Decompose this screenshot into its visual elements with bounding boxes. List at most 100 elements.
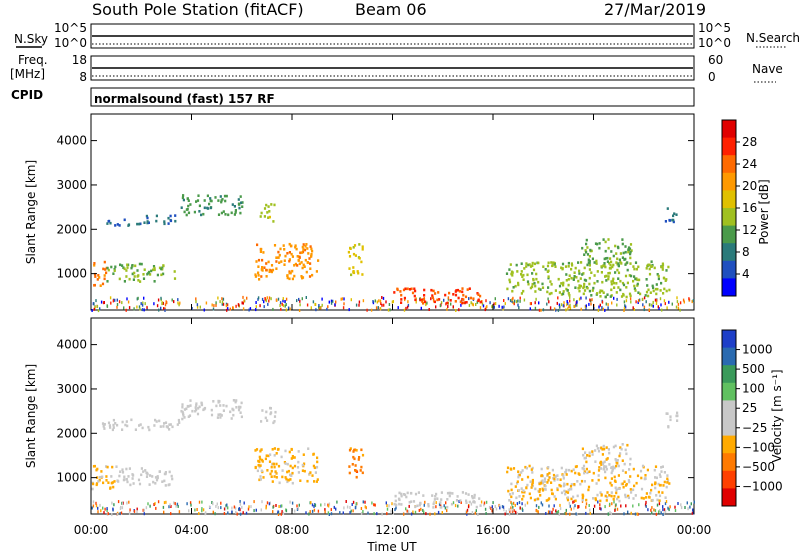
data-cell xyxy=(362,299,365,303)
data-cell xyxy=(526,483,529,487)
data-cell xyxy=(569,306,572,310)
data-cell xyxy=(290,244,293,248)
data-cell xyxy=(426,301,428,305)
data-cell xyxy=(257,464,260,467)
data-cell xyxy=(567,265,570,268)
data-cell xyxy=(106,222,109,225)
data-cell xyxy=(610,471,613,475)
data-cell xyxy=(169,219,173,223)
data-cell xyxy=(582,464,586,468)
data-cell xyxy=(665,269,668,272)
data-cell xyxy=(255,308,257,312)
data-cell xyxy=(690,502,692,506)
data-cell xyxy=(320,503,322,507)
data-cell xyxy=(523,490,526,494)
data-cell xyxy=(164,421,168,424)
data-cell xyxy=(145,506,148,510)
data-cell xyxy=(601,453,604,456)
data-cell xyxy=(220,501,222,505)
data-cell xyxy=(435,305,437,309)
data-cell xyxy=(138,222,141,226)
data-cell xyxy=(315,270,318,273)
data-cell xyxy=(111,481,114,484)
data-cell xyxy=(566,303,568,307)
data-cell xyxy=(310,306,312,310)
data-cell xyxy=(557,277,560,281)
data-cell xyxy=(105,475,108,478)
data-cell xyxy=(169,423,172,426)
data-cell xyxy=(138,305,141,309)
data-cell xyxy=(657,482,660,486)
data-cell xyxy=(446,505,449,509)
data-cell xyxy=(280,504,282,508)
data-cell xyxy=(200,213,203,217)
data-cell xyxy=(480,300,483,304)
data-cell xyxy=(256,469,259,473)
data-cell xyxy=(92,504,95,508)
data-cell xyxy=(277,297,280,301)
data-cell xyxy=(177,298,179,302)
data-cell xyxy=(330,512,333,516)
data-cell xyxy=(320,306,322,310)
data-cell xyxy=(335,507,337,511)
data-cell xyxy=(575,512,577,516)
data-cell xyxy=(559,484,562,488)
data-cell xyxy=(171,477,174,481)
data-cell xyxy=(446,491,450,495)
data-cell xyxy=(582,285,586,288)
data-cell xyxy=(567,468,571,472)
data-cell xyxy=(460,501,462,504)
data-cell xyxy=(318,305,320,309)
data-cell xyxy=(306,261,309,264)
data-cell xyxy=(152,265,156,268)
data-cell xyxy=(666,479,670,482)
data-cell xyxy=(98,276,101,279)
data-cell xyxy=(162,272,165,276)
data-cell xyxy=(340,297,342,301)
data-cell xyxy=(479,294,482,298)
data-cell xyxy=(97,480,100,483)
data-cell xyxy=(657,490,660,494)
data-cell xyxy=(591,257,594,261)
data-cell xyxy=(511,492,514,495)
data-cell xyxy=(661,491,664,494)
data-cell xyxy=(371,501,373,505)
data-cell xyxy=(527,282,530,286)
colorbar-segment xyxy=(722,382,736,401)
data-cell xyxy=(211,303,213,307)
data-cell xyxy=(562,290,565,293)
data-cell xyxy=(343,506,345,510)
data-cell xyxy=(260,247,263,251)
data-cell xyxy=(379,307,382,311)
data-cell xyxy=(360,465,363,469)
data-cell xyxy=(215,303,217,307)
data-cell xyxy=(580,307,582,311)
data-cell xyxy=(301,250,305,254)
data-cell xyxy=(509,299,512,303)
data-cell xyxy=(301,463,304,467)
data-cell xyxy=(100,300,103,304)
data-cell xyxy=(604,257,608,260)
data-cell xyxy=(548,504,550,508)
colorbar-tick-label: −100 xyxy=(742,440,775,454)
data-cell xyxy=(156,273,159,277)
data-cell xyxy=(531,285,534,289)
data-cell xyxy=(342,511,344,515)
data-cell xyxy=(127,475,130,478)
data-cell xyxy=(299,303,301,307)
data-cell xyxy=(257,271,260,275)
data-cell xyxy=(547,297,549,301)
data-cell xyxy=(95,504,98,508)
data-cell xyxy=(634,261,638,264)
data-cell xyxy=(614,444,617,448)
data-cell xyxy=(691,511,694,515)
data-cell xyxy=(435,501,437,505)
data-cell xyxy=(475,509,477,513)
data-cell xyxy=(589,508,591,512)
data-cell xyxy=(654,298,657,302)
data-cell xyxy=(568,501,571,505)
data-cell xyxy=(365,506,367,510)
data-cell xyxy=(627,248,631,251)
data-cell xyxy=(581,467,584,470)
data-cell xyxy=(399,290,402,293)
